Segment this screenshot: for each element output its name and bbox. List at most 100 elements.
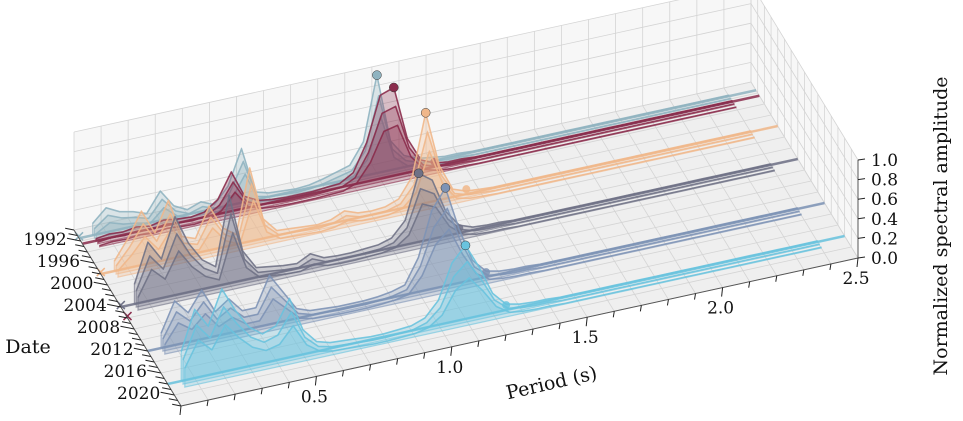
y-tick <box>106 303 121 308</box>
x-tick <box>666 299 669 306</box>
tail-marker <box>462 185 471 194</box>
back-grid-line <box>73 62 752 211</box>
y-tick <box>128 332 138 335</box>
z-tick-label: 0.8 <box>871 171 898 191</box>
y-tick <box>135 343 145 346</box>
peak-marker <box>413 168 424 179</box>
back-grid-line <box>73 3 752 152</box>
y-tick <box>160 391 175 396</box>
x-tick <box>612 311 615 318</box>
y-tick <box>121 321 131 324</box>
x-tick <box>341 370 344 377</box>
back-grid-line <box>73 81 752 231</box>
x-tick <box>721 287 724 297</box>
y-tick-label: 2008 <box>77 318 120 338</box>
back-grid-line <box>73 22 752 172</box>
cross-stroke <box>116 300 126 310</box>
y-tick-label: 2016 <box>104 362 147 382</box>
y-tick <box>158 381 168 385</box>
x-tick <box>558 323 561 330</box>
peak-marker <box>440 183 451 193</box>
floor-grid-line <box>154 213 832 363</box>
series-line <box>117 136 755 272</box>
x-tick <box>585 317 588 327</box>
floor-grid-line <box>134 180 812 330</box>
x-tick <box>639 305 642 312</box>
z-tick-label: 0.0 <box>871 249 898 269</box>
y-tick-label: 2012 <box>90 340 133 360</box>
x-tick-label: 1.0 <box>436 358 463 378</box>
z-tick-label: 0.2 <box>871 229 898 249</box>
x-tick <box>504 334 507 342</box>
z-tick <box>857 158 866 161</box>
floor-grid-line <box>174 246 852 396</box>
x-tick <box>423 352 426 359</box>
x-tick <box>477 340 480 347</box>
peak-marker <box>460 240 471 251</box>
series-layer <box>74 70 845 388</box>
x-tick <box>314 376 317 386</box>
y-tick <box>78 249 88 253</box>
x-tick-label: 2.0 <box>707 299 734 319</box>
y-tick <box>133 347 148 352</box>
x-axis-line <box>180 257 859 407</box>
series-baseline <box>120 157 799 309</box>
side-grid-line <box>750 22 859 200</box>
cross-stroke <box>74 231 84 241</box>
cross-stroke <box>96 267 106 277</box>
z-tick <box>857 217 866 220</box>
z-tick-label: 0.6 <box>871 190 898 210</box>
z-tick <box>857 256 866 259</box>
y-tick <box>155 376 165 379</box>
y-tick <box>147 369 162 374</box>
y-tick-label: 1992 <box>23 230 66 250</box>
side-grid-line <box>750 3 859 180</box>
y-tick-label: 2000 <box>50 274 93 294</box>
y-tick <box>131 337 141 341</box>
y-axis-label: Date <box>5 336 50 358</box>
y-tick <box>91 271 101 275</box>
x-tick-label: 1.5 <box>572 328 599 348</box>
series-line <box>99 106 737 247</box>
z-tick <box>857 197 866 200</box>
z-tick-label: 1.0 <box>871 151 898 171</box>
x-tick <box>179 405 182 416</box>
y-tick <box>68 233 78 236</box>
y-tick <box>148 365 158 368</box>
series-baseline <box>100 124 779 276</box>
y-tick <box>93 281 108 286</box>
tail-marker <box>502 301 511 310</box>
series-group <box>167 234 845 388</box>
y-tick <box>80 259 95 264</box>
y-tick <box>120 325 135 330</box>
y-tick <box>101 288 111 291</box>
x-tick <box>829 263 832 271</box>
series-baseline <box>167 234 845 386</box>
x-tick <box>802 269 805 276</box>
peak-marker <box>372 70 382 80</box>
y-tick-label: 2020 <box>117 384 160 404</box>
x-tick <box>287 382 290 389</box>
x-tick <box>206 399 209 407</box>
series-baseline <box>78 89 757 240</box>
y-tick <box>145 359 155 363</box>
back-grid-line <box>73 0 680 133</box>
side-grid-line <box>750 62 859 239</box>
y-tick <box>66 237 81 242</box>
y-tick <box>118 315 128 319</box>
cross-stroke <box>122 311 133 321</box>
side-grid-line <box>760 0 859 161</box>
x-tick <box>694 293 697 300</box>
y-tick <box>75 244 85 247</box>
series-line <box>93 95 731 230</box>
y-tick <box>141 354 152 357</box>
x-tick <box>856 257 859 268</box>
z-axis-label: Normalized spectral amplitude <box>930 77 952 376</box>
x-tick <box>450 346 453 356</box>
y-tick <box>162 387 172 390</box>
axes-layer: 0.51.01.52.02.51992199620002004200820122… <box>23 151 898 416</box>
y-tick <box>115 310 125 313</box>
side-grid-line <box>750 42 859 220</box>
y-tick-label: 2004 <box>64 296 107 316</box>
y-tick <box>172 403 182 407</box>
